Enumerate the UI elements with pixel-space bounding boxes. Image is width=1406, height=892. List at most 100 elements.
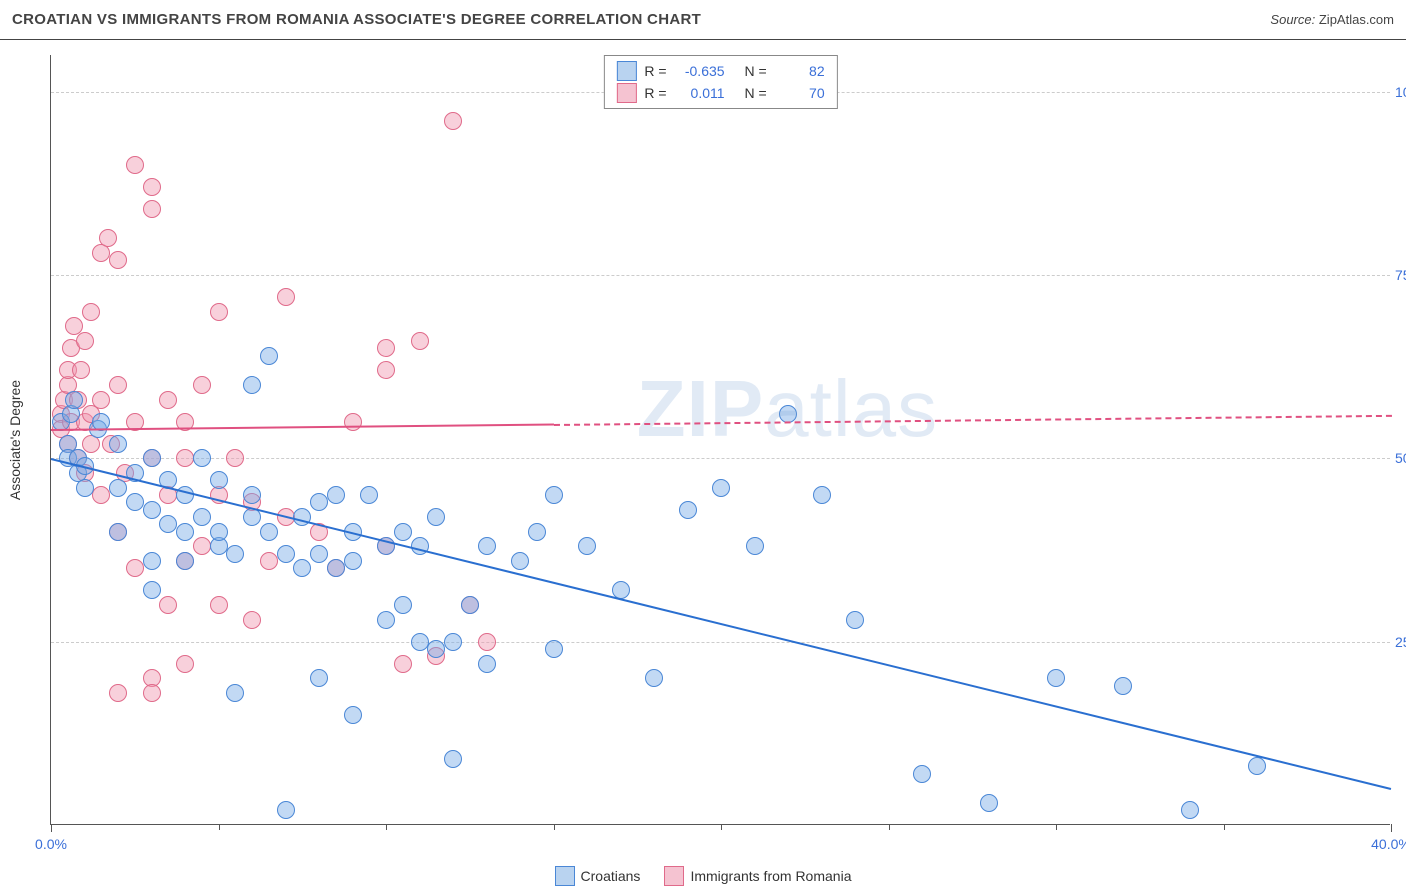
x-tick-mark <box>889 824 890 830</box>
x-tick-mark <box>721 824 722 830</box>
point-pink <box>193 537 211 555</box>
point-pink <box>82 303 100 321</box>
point-blue <box>360 486 378 504</box>
chart-title: CROATIAN VS IMMIGRANTS FROM ROMANIA ASSO… <box>12 11 701 28</box>
y-tick-label: 50.0% <box>1395 450 1406 466</box>
n-value-pink: 70 <box>775 82 825 104</box>
point-blue <box>143 552 161 570</box>
x-tick-mark <box>554 824 555 830</box>
r-value-blue: -0.635 <box>675 60 725 82</box>
point-pink <box>377 339 395 357</box>
point-blue <box>277 545 295 563</box>
point-blue <box>210 471 228 489</box>
x-tick-mark <box>1056 824 1057 830</box>
point-blue <box>1114 677 1132 695</box>
point-pink <box>444 112 462 130</box>
trendline <box>553 414 1391 425</box>
bottom-legend: Croatians Immigrants from Romania <box>0 866 1406 886</box>
gridline-y <box>51 458 1390 459</box>
source-value: ZipAtlas.com <box>1319 12 1394 27</box>
point-blue <box>176 552 194 570</box>
point-blue <box>176 523 194 541</box>
point-blue <box>310 545 328 563</box>
point-pink <box>176 449 194 467</box>
point-blue <box>545 640 563 658</box>
point-pink <box>210 303 228 321</box>
n-value-blue: 82 <box>775 60 825 82</box>
x-tick-label: 0.0% <box>35 836 67 852</box>
point-blue <box>243 486 261 504</box>
point-pink <box>76 332 94 350</box>
legend-swatch-blue <box>555 866 575 886</box>
legend-item-pink: Immigrants from Romania <box>664 866 851 886</box>
point-blue <box>478 537 496 555</box>
point-pink <box>72 361 90 379</box>
n-label-blue: N = <box>744 60 766 82</box>
point-blue <box>76 479 94 497</box>
r-label-pink: R = <box>644 82 666 104</box>
legend-label-blue: Croatians <box>581 868 641 884</box>
x-tick-mark <box>1224 824 1225 830</box>
y-tick-label: 75.0% <box>1395 267 1406 283</box>
swatch-blue <box>616 61 636 81</box>
point-blue <box>126 493 144 511</box>
x-tick-mark-major <box>1391 824 1392 832</box>
legend-swatch-pink <box>664 866 684 886</box>
point-pink <box>344 413 362 431</box>
point-pink <box>143 178 161 196</box>
point-blue <box>344 552 362 570</box>
point-blue <box>1248 757 1266 775</box>
point-blue <box>260 523 278 541</box>
point-blue <box>109 479 127 497</box>
point-pink <box>99 229 117 247</box>
n-label-pink: N = <box>744 82 766 104</box>
point-blue <box>65 391 83 409</box>
point-blue <box>143 581 161 599</box>
point-pink <box>92 391 110 409</box>
point-blue <box>578 537 596 555</box>
point-blue <box>679 501 697 519</box>
source-label: Source: <box>1270 12 1315 27</box>
y-axis-title: Associate's Degree <box>7 380 23 500</box>
point-pink <box>109 376 127 394</box>
point-blue <box>394 523 412 541</box>
point-blue <box>377 611 395 629</box>
point-pink <box>109 251 127 269</box>
point-blue <box>143 449 161 467</box>
point-blue <box>478 655 496 673</box>
point-blue <box>109 435 127 453</box>
point-pink <box>143 684 161 702</box>
watermark-zip: ZIP <box>637 364 764 453</box>
r-label-blue: R = <box>644 60 666 82</box>
x-tick-mark <box>219 824 220 830</box>
point-pink <box>159 596 177 614</box>
point-pink <box>92 486 110 504</box>
point-blue <box>293 559 311 577</box>
point-blue <box>310 669 328 687</box>
stats-legend: R = -0.635 N = 82 R = 0.011 N = 70 <box>603 55 837 109</box>
point-pink <box>176 655 194 673</box>
point-blue <box>277 801 295 819</box>
point-blue <box>444 633 462 651</box>
point-blue <box>226 684 244 702</box>
point-blue <box>411 633 429 651</box>
point-blue <box>226 545 244 563</box>
point-blue <box>243 376 261 394</box>
point-pink <box>126 156 144 174</box>
point-blue <box>159 515 177 533</box>
point-blue <box>210 523 228 541</box>
point-blue <box>545 486 563 504</box>
point-blue <box>511 552 529 570</box>
point-pink <box>143 200 161 218</box>
plot-region: ZIPatlas R = -0.635 N = 82 R = 0.011 N =… <box>50 55 1390 825</box>
point-blue <box>980 794 998 812</box>
point-pink <box>210 596 228 614</box>
point-blue <box>461 596 479 614</box>
point-pink <box>243 611 261 629</box>
point-pink <box>109 684 127 702</box>
point-pink <box>193 376 211 394</box>
legend-label-pink: Immigrants from Romania <box>690 868 851 884</box>
point-pink <box>277 288 295 306</box>
point-pink <box>478 633 496 651</box>
point-pink <box>260 552 278 570</box>
